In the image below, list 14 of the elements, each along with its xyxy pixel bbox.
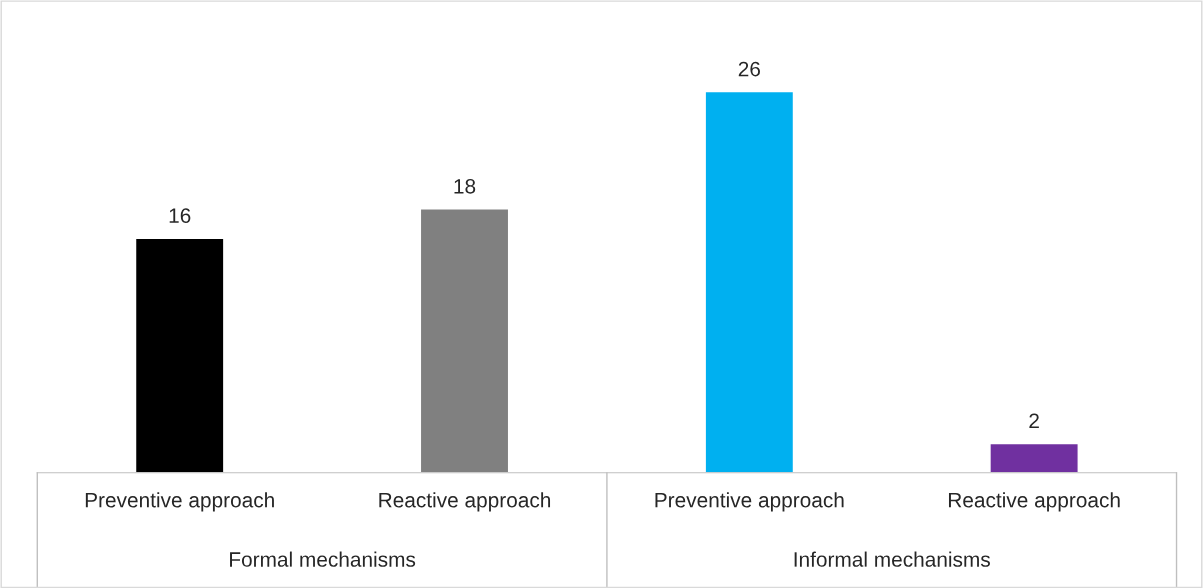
data-label: 26: [738, 61, 760, 77]
text: Informal mechanisms: [794, 551, 990, 567]
bar: [704, 90, 795, 473]
data-label: 16: [169, 208, 191, 223]
bar: [134, 237, 225, 473]
bar: [989, 442, 1079, 473]
bar: [419, 208, 510, 473]
data-label: 2: [1029, 413, 1039, 428]
x-tick-label: Reactive approach: [948, 492, 1120, 512]
text: Formal mechanisms: [230, 551, 416, 567]
x-tick-label: Preventive approach: [85, 492, 274, 512]
x-tick-label: Preventive approach: [655, 492, 844, 512]
x-tick-label: Reactive approach: [379, 492, 551, 512]
data-label: 18: [454, 178, 476, 194]
